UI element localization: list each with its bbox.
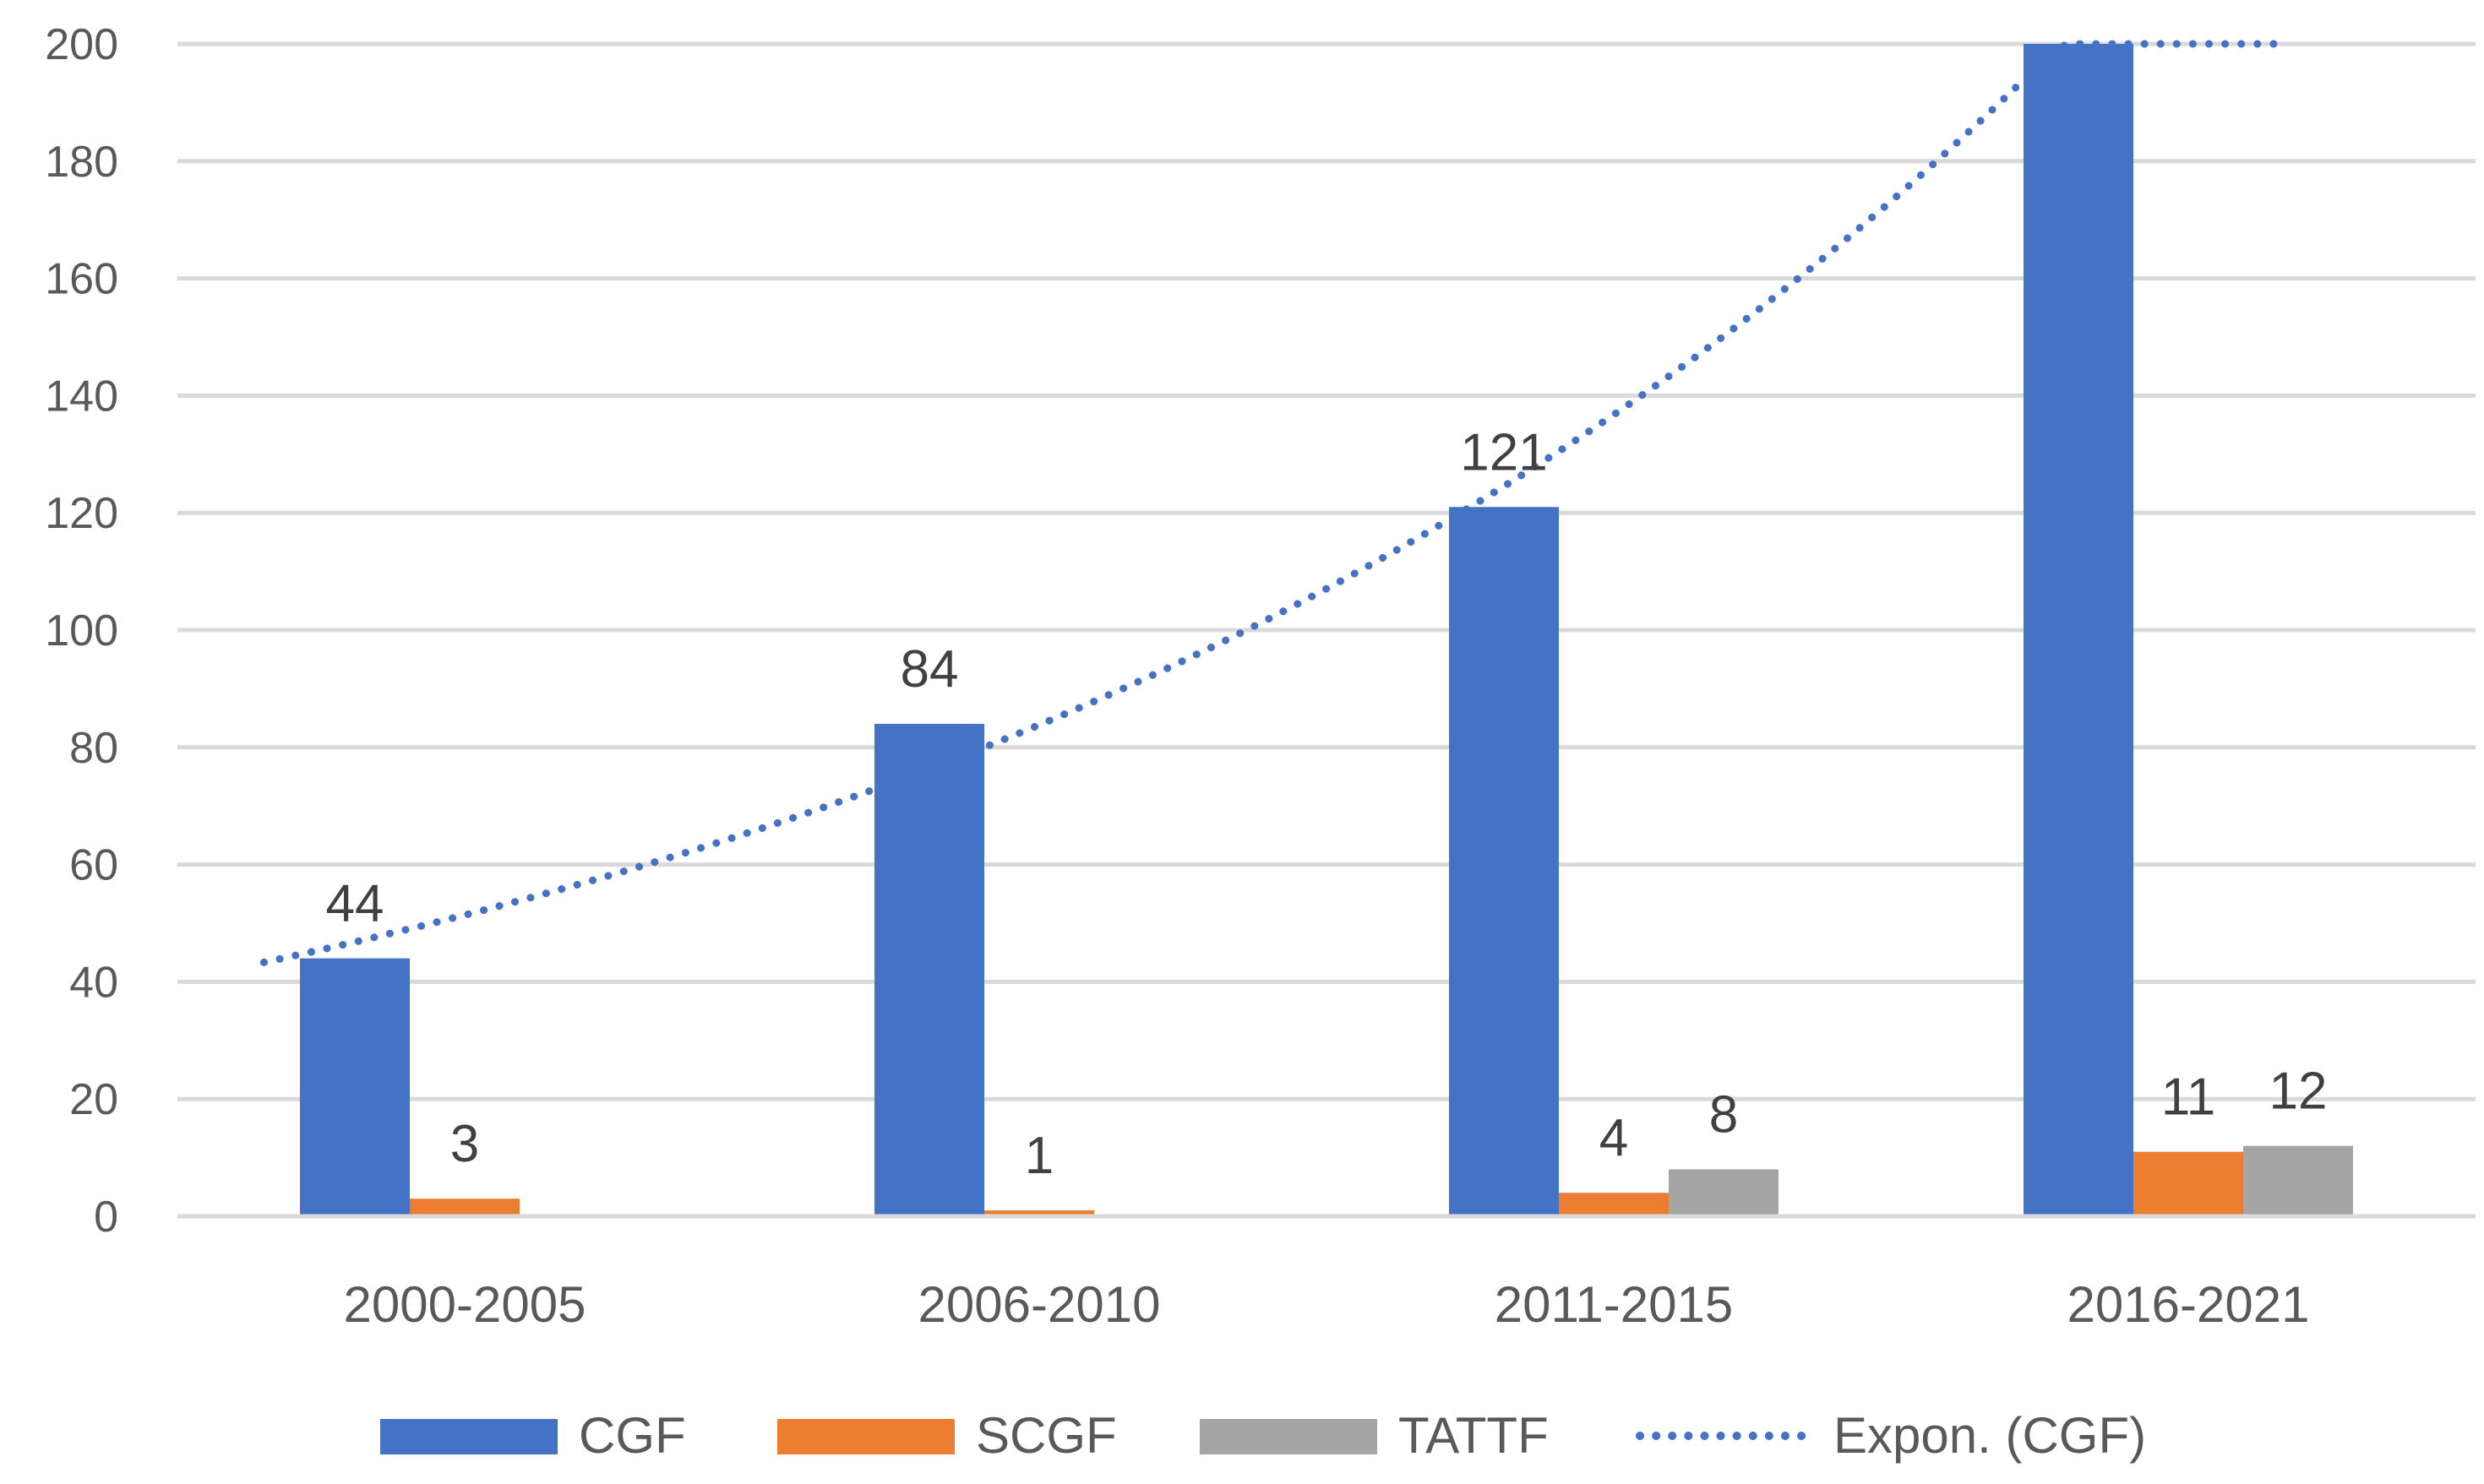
bar-scgf-2011-2015 xyxy=(1559,1193,1669,1216)
legend-label: Expon. (CGF) xyxy=(1833,1407,2146,1464)
data-label-cgf-2000-2005: 44 xyxy=(326,875,384,933)
bar-tattf-2016-2021 xyxy=(2243,1145,2353,1216)
y-tick-label: 120 xyxy=(45,489,118,538)
data-label-scgf-2011-2015: 4 xyxy=(1599,1109,1628,1167)
legend-label: SCGF xyxy=(976,1407,1117,1464)
x-category-label: 2000-2005 xyxy=(344,1276,586,1333)
x-category-label: 2011-2015 xyxy=(1495,1276,1733,1333)
y-tick-label: 0 xyxy=(94,1193,118,1242)
y-tick-label: 80 xyxy=(69,724,118,773)
legend-swatch-tattf xyxy=(1200,1419,1377,1454)
bar-cgf-2016-2021 xyxy=(2024,44,2133,1216)
legend-label: TATTF xyxy=(1398,1407,1549,1464)
trendline-group xyxy=(259,40,2291,966)
bar-cgf-2000-2005 xyxy=(300,958,410,1216)
legend-swatch-cgf xyxy=(380,1419,558,1454)
data-label-scgf-2000-2005: 3 xyxy=(450,1115,479,1173)
legend-swatch-scgf xyxy=(777,1419,955,1454)
x-axis-categories: 2000-2005 2006-2010 2011-2015 2016-2021 xyxy=(344,1276,2310,1333)
data-label-scgf-2016-2021: 11 xyxy=(2161,1068,2215,1127)
y-axis-ticks: 0 20 40 60 80 100 120 140 160 180 200 xyxy=(45,20,118,1242)
trendline xyxy=(259,40,2291,966)
bar-scgf-2000-2005 xyxy=(410,1199,520,1216)
y-tick-label: 180 xyxy=(45,138,118,187)
y-tick-label: 200 xyxy=(45,20,118,69)
y-tick-label: 60 xyxy=(69,841,118,890)
y-tick-label: 160 xyxy=(45,255,118,304)
y-tick-label: 20 xyxy=(69,1075,118,1124)
x-category-label: 2016-2021 xyxy=(2067,1276,2310,1333)
bar-tattf-2011-2015 xyxy=(1669,1169,1779,1216)
data-label-tattf-2016-2021: 12 xyxy=(2269,1063,2328,1121)
legend-label: CGF xyxy=(579,1407,686,1464)
data-label-scgf-2006-2010: 1 xyxy=(1025,1127,1054,1185)
y-tick-label: 140 xyxy=(45,372,118,421)
bar-cgf-2006-2010 xyxy=(874,724,984,1216)
x-category-label: 2006-2010 xyxy=(918,1276,1161,1333)
bar-scgf-2006-2010 xyxy=(984,1210,1094,1216)
data-label-tattf-2011-2015: 8 xyxy=(1709,1085,1738,1144)
legend: CGF SCGF TATTF Expon. (CGF) xyxy=(380,1407,2146,1464)
bar-scgf-2016-2021 xyxy=(2133,1151,2243,1216)
bars xyxy=(300,44,2353,1216)
y-tick-label: 40 xyxy=(69,958,118,1007)
bar-cgf-2011-2015 xyxy=(1449,507,1559,1216)
data-label-cgf-2006-2010: 84 xyxy=(901,640,959,699)
y-tick-label: 100 xyxy=(45,606,118,655)
data-label-cgf-2011-2015: 121 xyxy=(1460,423,1547,481)
data-labels: 44 3 84 1 121 4 8 11 12 xyxy=(326,423,2328,1185)
